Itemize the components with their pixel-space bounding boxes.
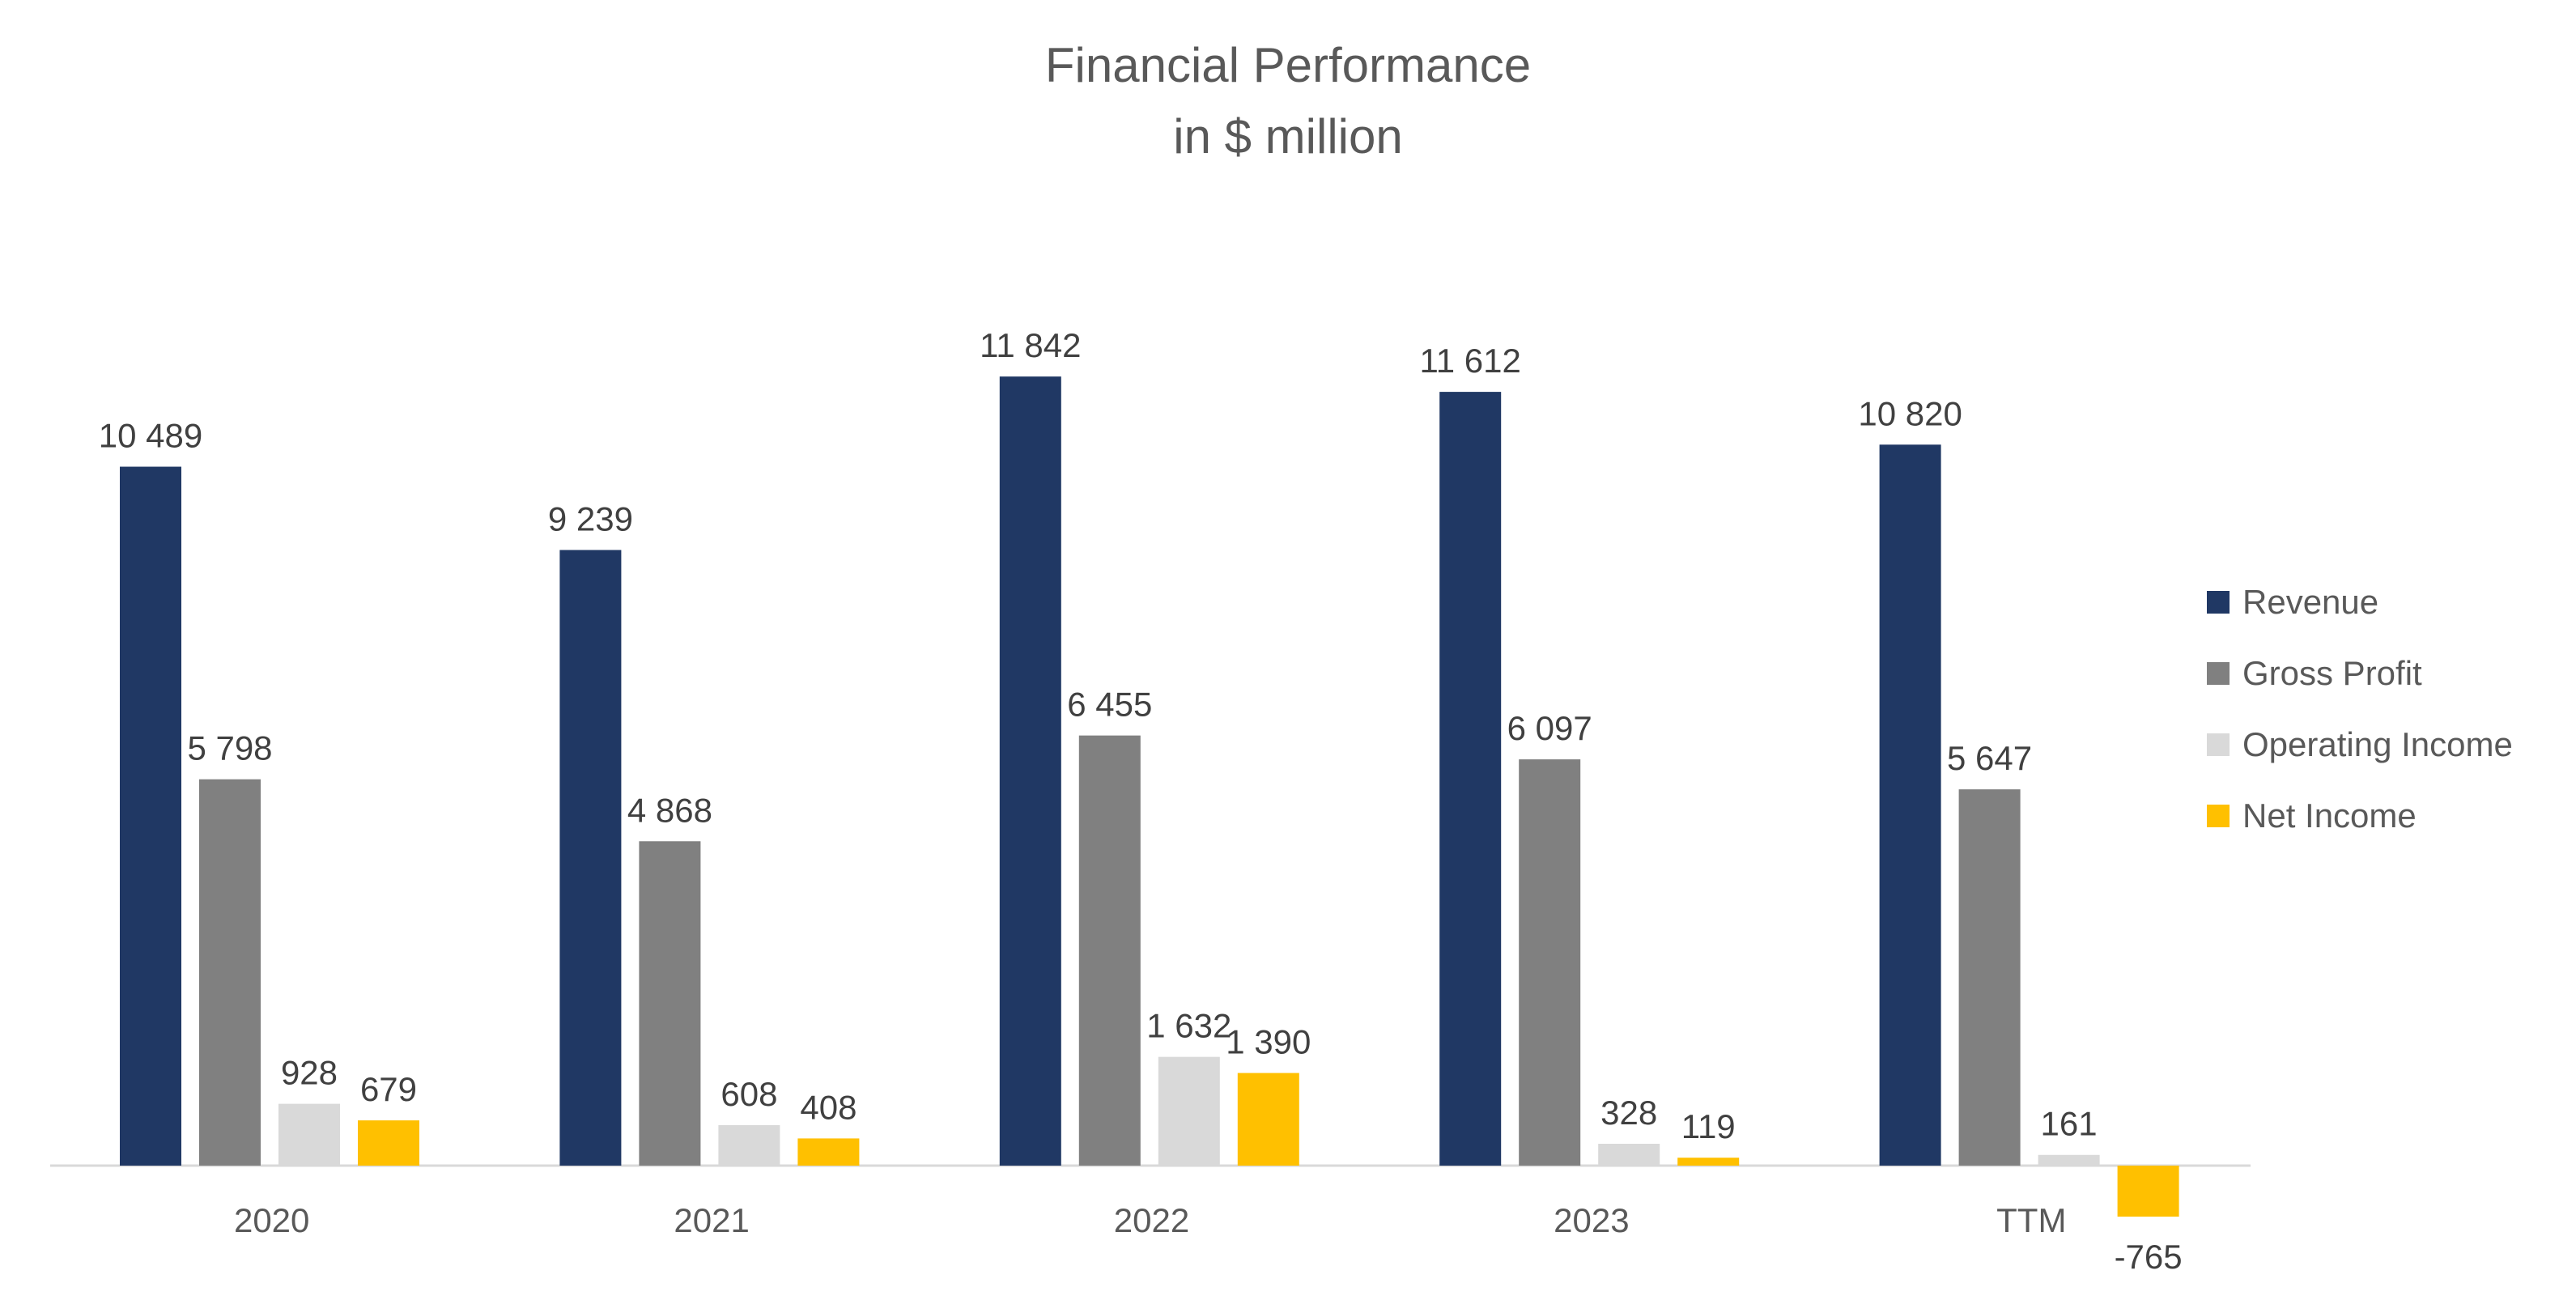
bar-operating-income-ttm [2038, 1154, 2100, 1166]
data-label-operating-income-2023: 328 [1600, 1094, 1657, 1132]
data-label-gross-profit-2022: 6 455 [1067, 686, 1152, 724]
data-label-revenue-2022: 11 842 [980, 326, 1081, 364]
chart-title: Financial Performance [1044, 38, 1532, 92]
data-label-gross-profit-2023: 6 097 [1507, 709, 1592, 747]
data-label-net-income-ttm: -765 [2115, 1238, 2183, 1276]
bar-net-income-2022 [1237, 1073, 1299, 1166]
legend-item-operating-income: Operating Income [2207, 709, 2513, 780]
bar-revenue-2021 [559, 550, 622, 1166]
legend-item-net-income: Net Income [2207, 780, 2513, 852]
data-label-gross-profit-2021: 4 868 [627, 791, 712, 829]
bar-gross-profit-2023 [1519, 759, 1581, 1166]
legend-swatch-gross-profit [2207, 662, 2230, 685]
data-label-revenue-ttm: 10 820 [1858, 394, 1962, 432]
data-label-gross-profit-2020: 5 798 [187, 729, 272, 767]
legend-swatch-net-income [2207, 805, 2230, 827]
bar-gross-profit-2020 [199, 779, 261, 1166]
bar-operating-income-2022 [1158, 1056, 1220, 1166]
data-label-gross-profit-ttm: 5 647 [1947, 739, 2032, 777]
bar-revenue-2022 [999, 376, 1061, 1166]
bar-net-income-ttm [2117, 1166, 2179, 1217]
data-label-operating-income-2020: 928 [281, 1054, 338, 1092]
x-tick-label-2022: 2022 [1114, 1201, 1189, 1239]
bar-net-income-2021 [797, 1138, 860, 1166]
x-tick-label-2020: 2020 [234, 1201, 309, 1239]
x-tick-label-ttm: TTM [1996, 1201, 2066, 1239]
data-label-revenue-2020: 10 489 [99, 417, 202, 455]
data-label-net-income-2020: 679 [360, 1070, 417, 1108]
legend-label-net-income: Net Income [2242, 797, 2417, 835]
data-label-net-income-2023: 119 [1681, 1107, 1736, 1145]
x-tick-label-2021: 2021 [674, 1201, 749, 1239]
legend-item-gross-profit: Gross Profit [2207, 638, 2513, 709]
bar-revenue-2023 [1439, 392, 1502, 1166]
legend-label-operating-income: Operating Income [2242, 725, 2513, 763]
data-label-operating-income-2021: 608 [721, 1075, 777, 1113]
bar-operating-income-2021 [718, 1124, 780, 1166]
legend-swatch-revenue [2207, 591, 2230, 614]
bar-gross-profit-2021 [639, 841, 701, 1166]
data-label-operating-income-ttm: 161 [2041, 1105, 2098, 1143]
legend-label-gross-profit: Gross Profit [2242, 654, 2422, 692]
legend-swatch-operating-income [2207, 733, 2230, 756]
bar-net-income-2023 [1677, 1158, 1740, 1166]
bar-operating-income-2023 [1598, 1143, 1660, 1166]
data-label-operating-income-2022: 1 632 [1146, 1007, 1231, 1045]
bar-gross-profit-ttm [1958, 789, 2021, 1166]
chart-subtitle: in $ million [1173, 109, 1403, 164]
bar-net-income-2020 [358, 1120, 419, 1166]
legend-item-revenue: Revenue [2207, 567, 2513, 638]
bar-operating-income-2020 [278, 1103, 340, 1166]
data-label-revenue-2021: 9 239 [548, 499, 633, 537]
data-label-revenue-2023: 11 612 [1420, 342, 1521, 380]
bar-revenue-ttm [1879, 444, 1941, 1166]
bar-revenue-2020 [120, 466, 181, 1166]
legend: Revenue Gross Profit Operating Income Ne… [2207, 567, 2513, 852]
bar-gross-profit-2022 [1078, 735, 1141, 1166]
legend-label-revenue: Revenue [2242, 583, 2379, 621]
data-label-net-income-2022: 1 390 [1226, 1023, 1311, 1061]
x-tick-label-2023: 2023 [1554, 1201, 1629, 1239]
data-label-net-income-2021: 408 [800, 1088, 857, 1126]
